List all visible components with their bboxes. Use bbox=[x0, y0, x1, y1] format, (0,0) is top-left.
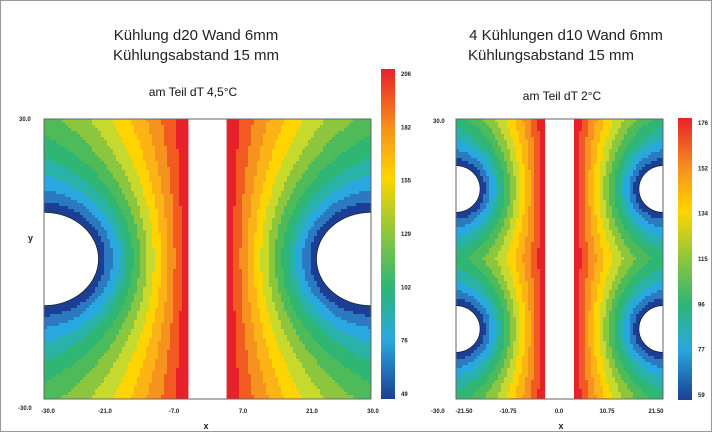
left-y-tick-top: 30.0 bbox=[19, 117, 31, 123]
right-x-ticks: -21.50 -10.75 0.0 10.75 21.50 bbox=[455, 409, 664, 415]
x-tick-label: 30.0 bbox=[367, 409, 379, 415]
x-tick-label: -21.0 bbox=[98, 409, 112, 415]
colorbar-tick-label: 152 bbox=[698, 166, 709, 172]
colorbar-tick-label: 77 bbox=[698, 348, 705, 354]
colorbar-tick-label: 129 bbox=[401, 232, 412, 238]
left-subtitle: am Teil dT 4,5°C bbox=[149, 85, 238, 99]
right-subtitle: am Teil dT 2°C bbox=[523, 89, 602, 103]
colorbar-tick-label: 155 bbox=[401, 179, 412, 185]
colorbar-tick-label: 102 bbox=[401, 285, 412, 291]
colorbar-tick-label: 206 bbox=[401, 72, 412, 78]
x-tick-label: -30.0 bbox=[41, 409, 55, 415]
right-title-line2: Kühlungsabstand 15 mm bbox=[468, 47, 634, 64]
x-tick-label: -10.75 bbox=[499, 409, 517, 415]
x-tick-label: -7.0 bbox=[169, 409, 180, 415]
x-tick-label: 0.0 bbox=[555, 409, 564, 415]
left-title-line2: Kühlungsabstand 15 mm bbox=[113, 47, 279, 64]
colorbar-tick-label: 115 bbox=[698, 257, 708, 263]
left-contour-plot bbox=[1, 119, 426, 401]
x-tick-label: -21.50 bbox=[455, 409, 473, 415]
left-x-ticks: -30.0 -21.0 -7.0 7.0 21.0 30.0 bbox=[41, 409, 379, 415]
center-slot bbox=[188, 119, 226, 399]
colorbar-tick-label: 49 bbox=[401, 392, 408, 398]
right-colorbar bbox=[678, 118, 692, 400]
x-tick-label: 10.75 bbox=[599, 409, 615, 415]
left-colorbar bbox=[381, 69, 395, 399]
right-title-line1: 4 Kühlungen d10 Wand 6mm bbox=[469, 27, 663, 44]
left-title-line1: Kühlung d20 Wand 6mm bbox=[114, 27, 279, 44]
center-slot bbox=[545, 119, 574, 399]
colorbar-tick-label: 182 bbox=[401, 125, 412, 131]
left-x-axis-label: x bbox=[203, 421, 208, 431]
left-y-axis-label: y bbox=[28, 233, 33, 243]
colorbar-tick-label: 96 bbox=[698, 302, 705, 308]
right-y-tick-top: 30.0 bbox=[433, 119, 445, 125]
colorbar-tick-label: 134 bbox=[698, 212, 709, 218]
x-tick-label: 21.0 bbox=[306, 409, 318, 415]
colorbar-tick-label: 76 bbox=[401, 339, 408, 345]
right-y-tick-bottom: -30.0 bbox=[431, 409, 445, 415]
right-colorbar-ticks: 176 152 134 115 96 77 59 bbox=[698, 121, 709, 399]
colorbar-tick-label: 59 bbox=[698, 393, 705, 399]
x-tick-label: 21.50 bbox=[648, 409, 664, 415]
left-colorbar-ticks: 206 182 155 129 102 76 49 bbox=[401, 72, 412, 398]
left-y-tick-bottom: -30.0 bbox=[18, 406, 32, 412]
colorbar-tick-label: 176 bbox=[698, 121, 709, 127]
right-contour-plot bbox=[432, 119, 687, 401]
right-x-axis-label: x bbox=[558, 421, 563, 431]
x-tick-label: 7.0 bbox=[239, 409, 248, 415]
